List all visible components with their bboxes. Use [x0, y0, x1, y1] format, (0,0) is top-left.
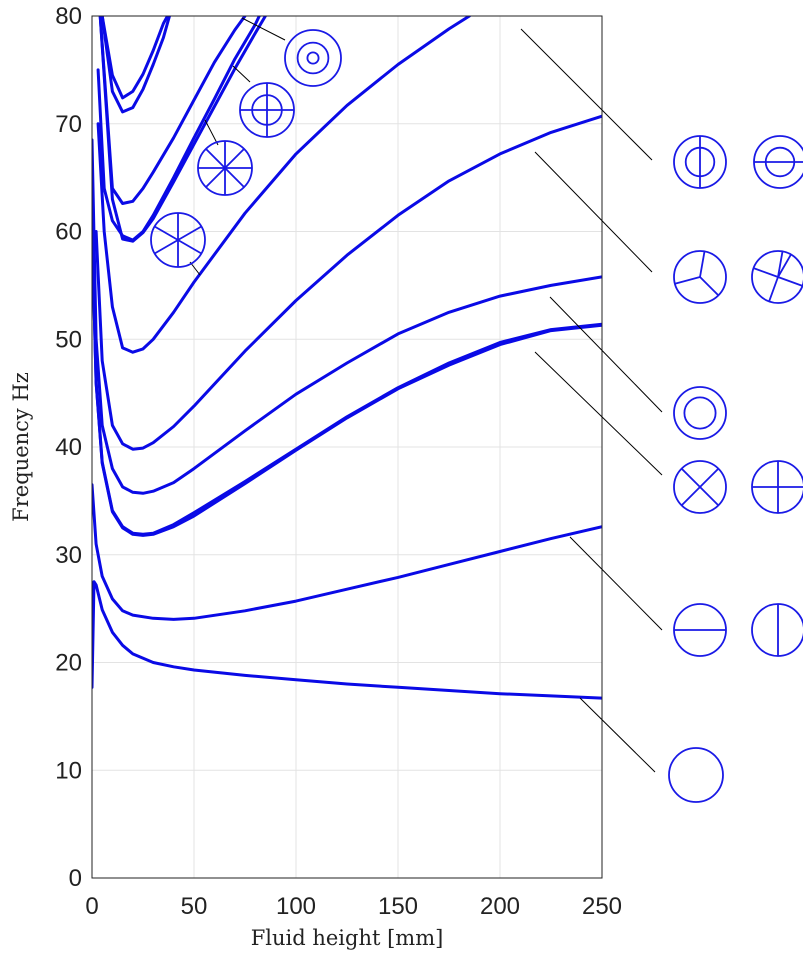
leader-line [579, 697, 656, 773]
x-tick-label: 200 [480, 893, 520, 920]
y-tick-label: 30 [55, 542, 82, 569]
y-tick-label: 10 [55, 757, 82, 784]
x-axis-label: Fluid height [mm] [251, 926, 444, 950]
vertical-diameter-mode-icon [751, 603, 803, 657]
y-tick-label: 20 [55, 650, 82, 677]
y-tick-label: 60 [55, 219, 82, 246]
series-line-axisymmetric-2-pair [100, 16, 171, 114]
x-tick-label: 100 [276, 893, 316, 920]
plot-frame [91, 15, 603, 879]
series-line-axisymmetric-2 [100, 16, 169, 100]
grid [92, 16, 602, 878]
series-line-4-nodal-diameters [96, 16, 471, 354]
y-tick-label: 50 [55, 326, 82, 353]
leader-line [520, 28, 653, 161]
series-line-2-nodal-diameters-pair [92, 224, 602, 536]
plain-circle-mode-icon [668, 747, 724, 803]
horizontal-line-ring-mode-icon [753, 135, 803, 189]
three-spoke-mode-icon [673, 250, 727, 304]
three-spoke-rotated-mode-icon [751, 250, 803, 304]
x-cross-mode-icon [673, 460, 727, 514]
concentric-circles-mode-icon [284, 29, 342, 87]
series-line-5-nodal-diameters [96, 16, 261, 242]
series-line-axisymmetric-0 [92, 580, 602, 700]
ring-mode-icon [673, 386, 727, 440]
y-axis-label: Frequency Hz [9, 372, 33, 522]
y-tick-label: 0 [69, 865, 82, 892]
leader-line [204, 119, 219, 146]
leader-line [549, 296, 663, 413]
horizontal-diameter-mode-icon [673, 603, 727, 657]
mode-icons [150, 29, 803, 803]
curves [92, 16, 602, 700]
y-tick-label: 40 [55, 434, 82, 461]
series-line-2-nodal-diameters [92, 224, 602, 537]
tick-labels: 0 50 100 150 200 250 0 10 20 30 40 50 60 70 80 [55, 3, 622, 920]
leader-lines [189, 17, 663, 773]
series-line-1-nodal-diameter-1-nodal-circle-pair [98, 16, 267, 243]
series-line-3-nodal-diameters [94, 114, 602, 451]
leader-line [534, 151, 653, 273]
x-tick-label: 250 [582, 893, 622, 920]
plus-cross-mode-icon [751, 460, 803, 514]
x-tick-label: 50 [181, 893, 208, 920]
x-tick-label: 150 [378, 893, 418, 920]
leader-line [569, 536, 663, 631]
y-tick-label: 70 [55, 111, 82, 138]
eight-spoke-mode-icon [197, 140, 253, 196]
six-spoke-mode-icon [150, 212, 206, 268]
series-line-axisymmetric-1 [92, 138, 602, 495]
x-tick-label: 0 [85, 893, 98, 920]
vertical-line-ring-mode-icon [673, 135, 727, 189]
cross-circle-mode-icon [239, 82, 295, 138]
leader-line [241, 17, 286, 41]
series-line-1-nodal-diameter [92, 483, 602, 621]
leader-line [232, 65, 251, 83]
y-tick-label: 80 [55, 3, 82, 30]
leader-line [534, 351, 663, 476]
